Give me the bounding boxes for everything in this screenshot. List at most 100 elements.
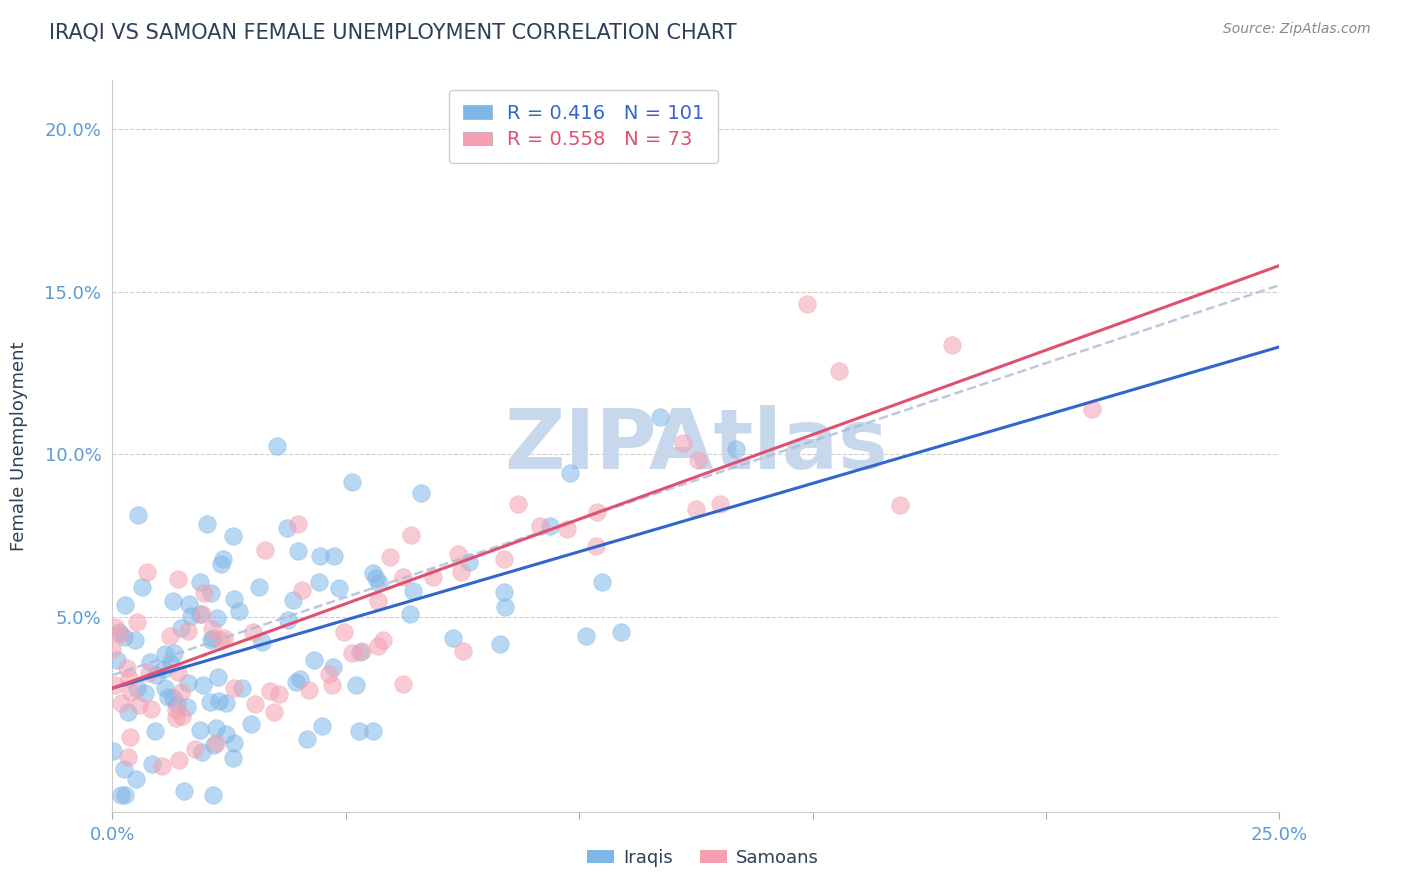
Point bbox=[228, 604, 250, 618]
Point bbox=[610, 625, 633, 640]
Point bbox=[141, 756, 163, 771]
Point bbox=[165, 703, 187, 717]
Point bbox=[201, 631, 224, 645]
Point bbox=[402, 583, 425, 598]
Point bbox=[184, 741, 207, 756]
Point bbox=[367, 640, 389, 654]
Point bbox=[304, 653, 326, 667]
Point bbox=[288, 672, 311, 686]
Point bbox=[159, 629, 181, 643]
Point bbox=[101, 642, 124, 657]
Point bbox=[796, 297, 818, 311]
Point bbox=[139, 655, 162, 669]
Point bbox=[392, 570, 415, 584]
Point bbox=[350, 644, 373, 658]
Point bbox=[724, 442, 747, 456]
Point bbox=[103, 678, 125, 692]
Point bbox=[242, 624, 264, 639]
Point bbox=[138, 665, 160, 680]
Point bbox=[222, 591, 245, 606]
Point bbox=[322, 549, 344, 563]
Point bbox=[364, 571, 387, 585]
Point bbox=[277, 613, 299, 627]
Point bbox=[150, 758, 173, 772]
Point bbox=[267, 687, 290, 701]
Point bbox=[201, 622, 224, 636]
Text: Source: ZipAtlas.com: Source: ZipAtlas.com bbox=[1223, 22, 1371, 37]
Point bbox=[211, 552, 233, 566]
Point bbox=[177, 675, 200, 690]
Point bbox=[117, 705, 139, 719]
Point bbox=[114, 598, 136, 612]
Point bbox=[112, 762, 135, 776]
Point bbox=[240, 716, 263, 731]
Point bbox=[170, 708, 193, 723]
Point bbox=[252, 634, 274, 648]
Point bbox=[193, 586, 215, 600]
Point bbox=[488, 637, 510, 651]
Point bbox=[941, 338, 963, 352]
Point bbox=[259, 684, 281, 698]
Point bbox=[155, 648, 177, 662]
Point bbox=[155, 681, 177, 695]
Point bbox=[209, 632, 232, 647]
Point bbox=[125, 681, 148, 695]
Point bbox=[167, 753, 190, 767]
Point bbox=[231, 681, 253, 695]
Point bbox=[344, 678, 367, 692]
Point bbox=[349, 645, 371, 659]
Point bbox=[494, 585, 516, 599]
Legend: Iraqis, Samoans: Iraqis, Samoans bbox=[579, 842, 827, 874]
Point bbox=[328, 581, 350, 595]
Point bbox=[529, 518, 551, 533]
Point bbox=[124, 633, 146, 648]
Point bbox=[152, 662, 174, 676]
Point bbox=[110, 696, 132, 710]
Point bbox=[371, 633, 394, 648]
Point bbox=[361, 566, 384, 580]
Point bbox=[209, 558, 232, 572]
Point bbox=[254, 543, 277, 558]
Point bbox=[441, 631, 464, 645]
Point bbox=[321, 678, 343, 692]
Point bbox=[136, 565, 159, 579]
Point bbox=[200, 586, 222, 600]
Point bbox=[207, 694, 229, 708]
Point bbox=[163, 646, 186, 660]
Text: ZIPAtlas: ZIPAtlas bbox=[503, 406, 889, 486]
Point bbox=[398, 607, 420, 621]
Point bbox=[177, 624, 200, 638]
Point bbox=[686, 453, 709, 467]
Point bbox=[200, 632, 222, 647]
Point bbox=[287, 544, 309, 558]
Point bbox=[118, 671, 141, 685]
Point bbox=[188, 723, 211, 737]
Point bbox=[108, 624, 131, 639]
Point bbox=[170, 621, 193, 635]
Point bbox=[166, 698, 188, 712]
Point bbox=[207, 670, 229, 684]
Point bbox=[591, 574, 613, 589]
Point bbox=[156, 690, 179, 704]
Point bbox=[889, 498, 911, 512]
Y-axis label: Female Unemployment: Female Unemployment bbox=[10, 342, 28, 550]
Point bbox=[128, 698, 150, 713]
Point bbox=[555, 522, 578, 536]
Point bbox=[131, 580, 153, 594]
Point bbox=[295, 732, 318, 747]
Point bbox=[333, 625, 356, 640]
Point bbox=[361, 724, 384, 739]
Point bbox=[450, 565, 472, 579]
Point bbox=[193, 678, 215, 692]
Point bbox=[134, 686, 156, 700]
Point bbox=[222, 736, 245, 750]
Legend: R = 0.416   N = 101, R = 0.558   N = 73: R = 0.416 N = 101, R = 0.558 N = 73 bbox=[449, 90, 718, 163]
Point bbox=[114, 789, 136, 803]
Point bbox=[110, 789, 132, 803]
Point bbox=[322, 660, 344, 674]
Point bbox=[222, 681, 245, 695]
Point bbox=[143, 724, 166, 739]
Point bbox=[212, 631, 235, 645]
Point bbox=[108, 627, 131, 641]
Point bbox=[222, 529, 245, 543]
